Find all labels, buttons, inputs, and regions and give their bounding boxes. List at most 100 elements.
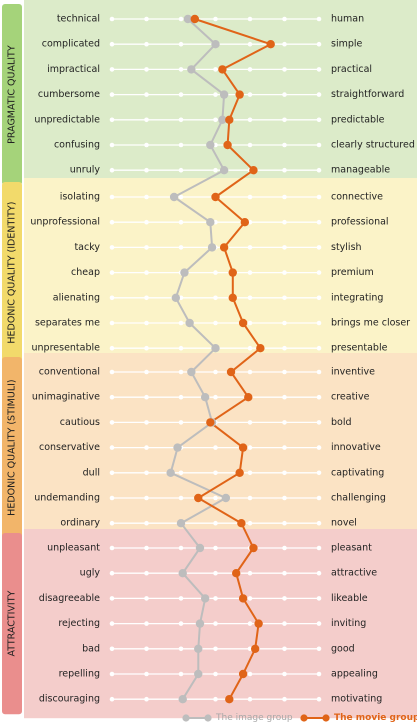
image-group-point	[187, 367, 196, 377]
movie-group-point	[249, 166, 258, 175]
movie-group-point	[226, 367, 236, 377]
scale-dot	[213, 320, 218, 326]
scale-dot	[247, 245, 253, 250]
scale-dot	[109, 345, 115, 351]
scale-dot	[282, 420, 287, 425]
scale-dot	[144, 646, 149, 652]
section-1-tab-shape	[2, 182, 22, 364]
image-group-point	[176, 519, 186, 528]
scale-dot	[316, 320, 322, 326]
scale-dot	[316, 142, 322, 148]
movie-group-point	[228, 268, 237, 277]
left-anchor-label: unpresentable	[32, 343, 101, 354]
right-anchor-label: premium	[331, 267, 374, 278]
image-group-point	[180, 268, 189, 277]
image-group-point	[169, 192, 179, 202]
section-3-tab-shape	[2, 533, 22, 715]
scale-dot	[213, 92, 218, 97]
scale-dot	[144, 696, 149, 702]
image-group-point	[211, 40, 220, 49]
section-3-title: ATTRACTIVITY	[7, 590, 18, 656]
right-anchor-label: professional	[331, 217, 389, 228]
scale-dot	[282, 445, 287, 450]
legend-label: The movie group	[334, 713, 417, 723]
movie-group-point	[190, 14, 199, 24]
scale-dot	[178, 92, 184, 97]
scale-dot	[144, 117, 149, 123]
image-group-point	[207, 243, 217, 252]
scale-dot	[316, 420, 322, 425]
movie-group-point	[228, 293, 237, 302]
image-group-point	[194, 644, 203, 653]
scale-dot	[247, 570, 253, 576]
scale-dot	[109, 696, 115, 702]
scale-dot	[316, 345, 322, 351]
legend-entry-1: The movie group	[300, 713, 417, 723]
image-group-point	[194, 669, 203, 679]
right-anchor-label: integrating	[331, 292, 383, 303]
scale-dot	[144, 142, 149, 148]
scale-dot	[109, 67, 115, 72]
scale-dot	[109, 646, 115, 652]
scale-dot	[282, 295, 287, 301]
scale-dot	[109, 320, 115, 326]
scale-dot	[144, 520, 149, 526]
left-anchor-label: conventional	[39, 367, 100, 378]
scale-dot	[109, 545, 115, 551]
scale-dot	[178, 470, 184, 476]
section-2-tab: HEDONIC QUALITY (STIMULI)	[2, 357, 22, 539]
right-anchor-label: attractive	[331, 568, 377, 579]
scale-dot	[178, 369, 184, 375]
right-anchor-label: good	[331, 643, 355, 654]
scale-dot	[144, 219, 149, 225]
scale-dot	[282, 41, 287, 47]
scale-dot	[109, 420, 115, 425]
scale-dot	[178, 495, 184, 501]
section-2-title: HEDONIC QUALITY (STIMULI)	[7, 379, 18, 515]
scale-dot	[316, 545, 322, 551]
scale-dot	[282, 394, 287, 400]
scale-dot	[316, 596, 322, 601]
scale-dot	[109, 520, 115, 526]
scale-dot	[282, 621, 287, 626]
right-anchor-label: creative	[331, 392, 370, 403]
scale-dot	[144, 41, 149, 47]
scale-dot	[282, 596, 287, 601]
movie-group-point	[238, 669, 248, 679]
scale-dot	[178, 394, 184, 400]
section-1-title: HEDONIC QUALITY (IDENTITY)	[7, 202, 18, 344]
left-anchor-label: isolating	[60, 192, 100, 203]
scale-dot	[282, 570, 287, 576]
scale-dot	[109, 117, 115, 123]
movie-group-point	[249, 543, 258, 553]
movie-group-point	[235, 90, 244, 99]
movie-group-point	[232, 569, 241, 578]
scale-dot	[282, 369, 287, 375]
item-labels: technical human complicated simple impractic…	[30, 14, 414, 705]
scale-dot	[144, 671, 149, 677]
scale-dot	[213, 369, 218, 375]
scale-dot	[247, 345, 253, 351]
scale-dot	[316, 495, 322, 501]
scale-dot	[213, 295, 218, 301]
scale-dot	[109, 41, 115, 47]
right-anchor-label: simple	[331, 39, 363, 50]
image-group-point	[195, 543, 205, 553]
image-group-point	[171, 293, 181, 302]
movie-group-point	[250, 644, 260, 653]
scale-dot	[282, 194, 287, 200]
scale-dot	[316, 270, 322, 275]
scale-dot	[213, 167, 218, 173]
left-anchor-label: technical	[57, 14, 100, 25]
scale-dot	[178, 646, 184, 652]
movie-group-point	[223, 140, 232, 150]
legend-swatch-dot	[182, 714, 190, 722]
scale-dot	[144, 345, 149, 351]
scale-dot	[178, 142, 184, 148]
scale-dot	[316, 67, 322, 72]
section-tabs: PRAGMATIC QUALITY HEDONIC QUALITY (IDENTI…	[2, 4, 22, 715]
scale-dot	[316, 219, 322, 225]
scale-dot	[109, 369, 115, 375]
scale-dot	[178, 194, 184, 200]
image-group-point	[219, 90, 229, 99]
